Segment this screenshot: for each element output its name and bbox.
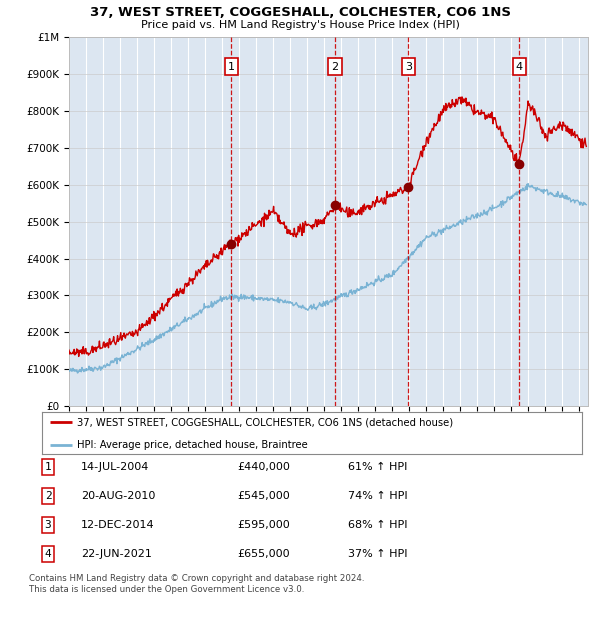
Text: 2: 2: [44, 491, 52, 501]
Text: Contains HM Land Registry data © Crown copyright and database right 2024.: Contains HM Land Registry data © Crown c…: [29, 574, 364, 583]
Text: 3: 3: [405, 62, 412, 72]
Text: £655,000: £655,000: [237, 549, 290, 559]
Text: Price paid vs. HM Land Registry's House Price Index (HPI): Price paid vs. HM Land Registry's House …: [140, 20, 460, 30]
Text: £595,000: £595,000: [237, 520, 290, 530]
Text: 68% ↑ HPI: 68% ↑ HPI: [348, 520, 407, 530]
Text: 61% ↑ HPI: 61% ↑ HPI: [348, 462, 407, 472]
Text: 4: 4: [44, 549, 52, 559]
Text: 1: 1: [228, 62, 235, 72]
Text: HPI: Average price, detached house, Braintree: HPI: Average price, detached house, Brai…: [77, 440, 308, 450]
Text: 12-DEC-2014: 12-DEC-2014: [81, 520, 155, 530]
Text: 37, WEST STREET, COGGESHALL, COLCHESTER, CO6 1NS: 37, WEST STREET, COGGESHALL, COLCHESTER,…: [89, 6, 511, 19]
Text: This data is licensed under the Open Government Licence v3.0.: This data is licensed under the Open Gov…: [29, 585, 304, 594]
Text: 22-JUN-2021: 22-JUN-2021: [81, 549, 152, 559]
Text: 3: 3: [44, 520, 52, 530]
Text: 37, WEST STREET, COGGESHALL, COLCHESTER, CO6 1NS (detached house): 37, WEST STREET, COGGESHALL, COLCHESTER,…: [77, 417, 453, 427]
Text: 14-JUL-2004: 14-JUL-2004: [81, 462, 149, 472]
Text: 20-AUG-2010: 20-AUG-2010: [81, 491, 155, 501]
Text: 37% ↑ HPI: 37% ↑ HPI: [348, 549, 407, 559]
Text: 2: 2: [331, 62, 338, 72]
Text: 74% ↑ HPI: 74% ↑ HPI: [348, 491, 407, 501]
Text: £440,000: £440,000: [237, 462, 290, 472]
Text: £545,000: £545,000: [237, 491, 290, 501]
Text: 4: 4: [516, 62, 523, 72]
Text: 1: 1: [44, 462, 52, 472]
